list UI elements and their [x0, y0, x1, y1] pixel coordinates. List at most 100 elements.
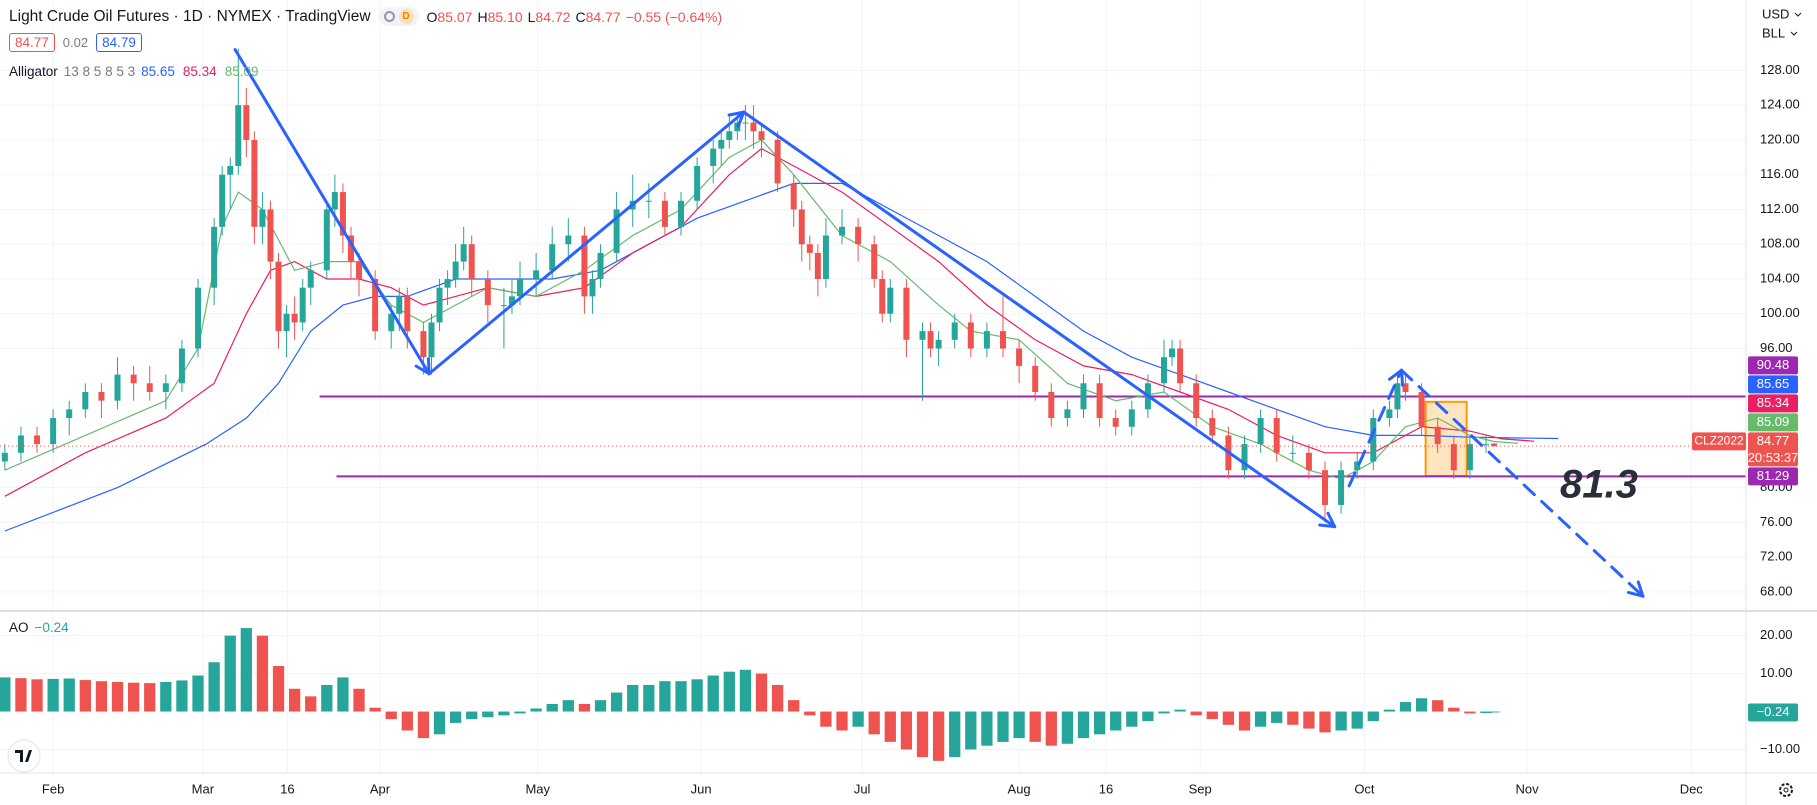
candle-body: [935, 339, 942, 349]
candle-body: [927, 331, 934, 349]
symbol-title: Light Crude Oil Futures · 1D · NYMEX · T…: [9, 7, 371, 25]
annotation: 81.3: [1560, 463, 1638, 507]
candle-body: [1466, 444, 1473, 471]
candle-body: [983, 331, 990, 349]
ao-bar: [176, 680, 188, 712]
ao-bar: [1093, 711, 1106, 735]
candle-body: [1048, 391, 1055, 419]
ao-bar: [820, 711, 832, 727]
ao-bar: [15, 678, 27, 712]
price-value-box: [1748, 356, 1798, 375]
candle-body: [1257, 418, 1264, 445]
ao-bar: [1480, 711, 1492, 714]
ao-bar: [1448, 707, 1460, 712]
candle-body: [388, 313, 395, 332]
ao-bar: [594, 700, 607, 712]
logo-mark: [15, 750, 32, 762]
ao-bar: [288, 688, 301, 712]
drawing-layer: [0, 48, 1746, 598]
header-row: Light Crude Oil Futures · 1D · NYMEX · T…: [9, 7, 722, 26]
currency[interactable]: USD: [1762, 6, 1789, 21]
trend-arrowhead: [426, 357, 431, 376]
ao-bar: [949, 711, 961, 758]
ao-bar: [997, 711, 1009, 742]
candle-body: [1177, 348, 1184, 384]
candle-body: [484, 278, 491, 306]
candle-body: [879, 278, 886, 314]
y-tick-label: 104.00: [1760, 270, 1800, 285]
axis-layer: 128.00 124.00 120.00 116.00 112.00 108.00 104.…: [42, 62, 1800, 797]
y-tick-label: 10.00: [1760, 665, 1793, 680]
ohlc-key: L: [527, 8, 536, 25]
trend-arrowhead: [1399, 368, 1405, 387]
price-value-label: 84.77: [1757, 433, 1790, 448]
ao-bar: [1126, 711, 1138, 727]
trend-arrowhead: [736, 110, 746, 128]
candle-body: [339, 192, 346, 236]
candle-body: [66, 409, 73, 419]
ao-bar: [916, 711, 929, 758]
ao-bar: [337, 677, 349, 712]
price-value-box: [1748, 394, 1798, 413]
candle-body: [758, 131, 765, 140]
ao-bar: [353, 688, 365, 712]
x-tick-label: Mar: [192, 781, 215, 796]
candle-body: [50, 418, 57, 445]
price-value-box: [1748, 413, 1798, 432]
candle-body: [613, 209, 620, 253]
y-tick-label: 96.00: [1760, 340, 1793, 355]
grid-layer: [0, 0, 1746, 773]
ohlc-key: H: [477, 8, 488, 25]
ao-bar: [449, 711, 462, 723]
ao-bar: [1174, 709, 1186, 712]
candle-body: [356, 261, 363, 279]
candle-body: [1241, 444, 1248, 471]
trend-line: [233, 48, 431, 376]
ao-bar: [208, 662, 220, 712]
ao-bar: [562, 700, 574, 712]
x-tick-label: Jun: [691, 781, 712, 796]
candle-body: [347, 235, 354, 262]
candle-body: [798, 209, 805, 245]
candle-body: [307, 270, 314, 288]
ao-value-label: −0.24: [1757, 704, 1790, 719]
ao-bar: [659, 681, 671, 712]
candle-body: [822, 235, 829, 279]
candle-body: [533, 270, 540, 279]
ao-bar: [965, 711, 977, 750]
candle-body: [814, 252, 821, 279]
candle-body: [678, 200, 685, 227]
ao-bar: [0, 677, 11, 712]
candle-body: [259, 209, 266, 227]
ao-bar: [627, 684, 639, 712]
y-tick-label: 116.00: [1760, 166, 1799, 181]
ohlc-item: O85.07: [427, 9, 473, 25]
ask-box[interactable]: 84.79: [96, 33, 142, 52]
ohlc-item: H85.10: [477, 9, 522, 25]
ao-bar: [1061, 711, 1074, 744]
candle-body: [227, 166, 234, 175]
ao-bar: [1287, 711, 1299, 725]
ao-bar: [1351, 711, 1363, 729]
candle-body: [1370, 418, 1377, 462]
unit[interactable]: BLL: [1762, 25, 1785, 40]
candle-body: [299, 287, 306, 323]
candle-body: [235, 105, 242, 167]
candle-body: [1482, 444, 1489, 446]
countdown: 20:53:37: [1748, 450, 1799, 465]
candle-body: [1169, 348, 1176, 358]
ao-bar: [836, 711, 848, 731]
ao-bar: [1415, 698, 1428, 712]
price-value-box: [1748, 375, 1798, 394]
settings-icon[interactable]: [1779, 783, 1793, 797]
tradingview-logo[interactable]: [7, 739, 41, 773]
candle-body: [967, 322, 974, 349]
ao-bar: [369, 707, 381, 712]
marks-layer: [0, 48, 1559, 761]
status-pill[interactable]: D: [378, 7, 419, 26]
bid-box[interactable]: 84.77: [9, 33, 55, 52]
x-tick-label: May: [525, 781, 550, 796]
candle-body: [1161, 357, 1167, 384]
x-tick-label: Sep: [1189, 781, 1212, 796]
